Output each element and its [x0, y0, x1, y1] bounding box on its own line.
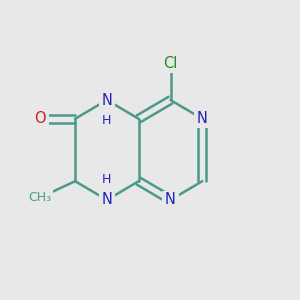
FancyBboxPatch shape	[27, 189, 53, 206]
Text: O: O	[34, 111, 46, 126]
FancyBboxPatch shape	[99, 191, 115, 209]
Text: H: H	[102, 173, 112, 186]
Text: N: N	[101, 192, 112, 207]
Text: CH₃: CH₃	[28, 191, 52, 204]
FancyBboxPatch shape	[31, 110, 49, 128]
Text: N: N	[197, 111, 208, 126]
FancyBboxPatch shape	[162, 191, 179, 209]
FancyBboxPatch shape	[99, 91, 115, 109]
Text: H: H	[102, 114, 112, 127]
Text: Cl: Cl	[163, 56, 178, 71]
FancyBboxPatch shape	[194, 110, 211, 128]
FancyBboxPatch shape	[159, 55, 182, 73]
Text: N: N	[165, 192, 176, 207]
Text: N: N	[101, 93, 112, 108]
